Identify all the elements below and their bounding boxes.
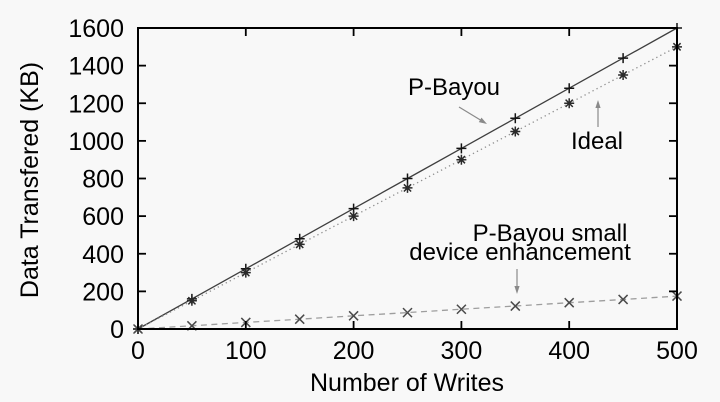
y-tick-label: 1600 [68,15,124,43]
annotation-label: Ideal [571,128,623,155]
annotation-arrowhead-icon [514,286,520,294]
y-tick-label: 0 [110,316,124,344]
annotation-label: P-Bayou small [473,220,628,247]
annotation-arrow [458,106,484,123]
x-tick-label: 500 [656,337,698,365]
annotation-label: P-Bayou [408,74,500,101]
y-tick-label: 1000 [68,128,124,156]
chart-generated-content: 0 100 200 300 400 500 0 200 400 600 800 1000 1200 140… [68,15,697,365]
series-markers-p-bayou-small-device-enhancement-cross-icon [132,291,683,335]
series-line-p-bayou-small-device-enhancement [137,295,678,330]
y-tick-label: 400 [82,241,124,269]
y-tick-label: 600 [82,203,124,231]
y-axis-title: Data Transfered (KB) [16,62,44,298]
x-tick-label: 200 [333,337,375,365]
axis-frame: 0 100 200 300 400 500 0 200 400 600 800 1000 1200 140… [68,15,697,365]
x-tick-label: 0 [131,337,145,365]
y-tick-label: 1400 [68,53,124,81]
annotation-arrowhead-icon [478,117,487,124]
annotation-p-bayou: P-Bayou [408,74,500,124]
series-p-bayou-small-device-enhancement [132,291,683,335]
series-markers-p-bayou-plus-icon [133,23,682,334]
annotation-arrowhead-icon [595,100,601,108]
series-p-bayou [133,23,682,334]
y-tick-label: 800 [82,166,124,194]
y-tick-label: 1200 [68,90,124,118]
x-tick-label: 300 [441,337,483,365]
x-tick-label: 100 [225,337,267,365]
x-tick-label: 400 [548,337,590,365]
y-tick-label: 200 [82,278,124,306]
x-axis-title: Number of Writes [310,369,504,397]
annotation-label: device enhancement [409,239,631,266]
annotation-ideal: Ideal [571,100,623,155]
